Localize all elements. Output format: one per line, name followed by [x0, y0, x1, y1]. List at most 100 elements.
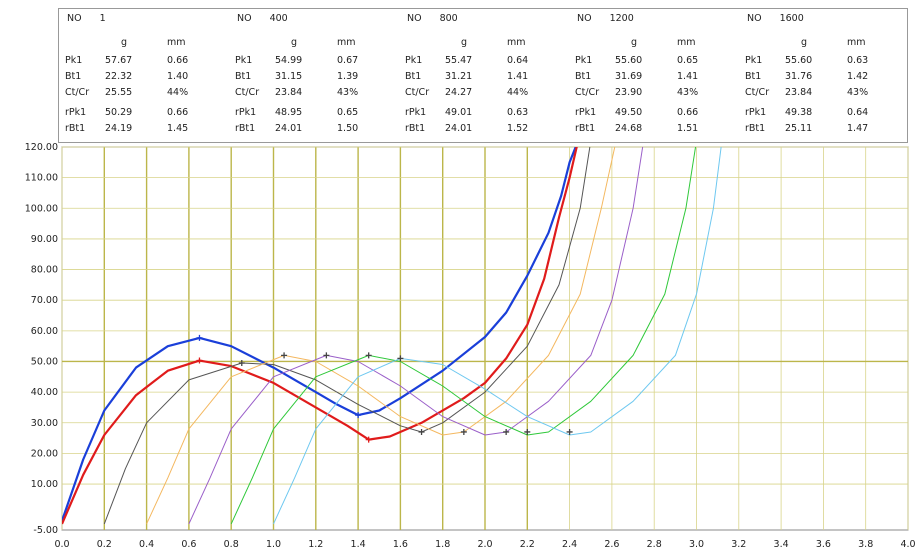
row-value-g: 23.84 — [785, 87, 813, 98]
unit-mm: mm — [167, 37, 186, 48]
row-value-g: 25.55 — [105, 87, 133, 98]
row-label: rBt1 — [235, 123, 256, 134]
row-value-g: 23.84 — [275, 87, 303, 98]
x-tick-label: 1.6 — [393, 539, 408, 550]
summary-row: rPk1 49.50 0.66 — [575, 107, 735, 121]
row-label: Ct/Cr — [65, 87, 90, 98]
row-value-mm: 1.51 — [677, 123, 699, 134]
row-value-mm: 0.65 — [337, 107, 359, 118]
summary-row: Pk1 55.60 0.65 — [575, 55, 735, 69]
row-value-mm: 1.39 — [337, 71, 359, 82]
row-label: Ct/Cr — [575, 87, 600, 98]
summary-row: rPk1 49.01 0.63 — [405, 107, 565, 121]
summary-block: NO 1600 g mm Pk1 55.60 0.63 Bt1 31.76 1.42 Ct/Cr 23… — [739, 9, 909, 144]
summary-row: Pk1 57.67 0.66 — [65, 55, 225, 69]
summary-row: rPk1 50.29 0.66 — [65, 107, 225, 121]
row-label: Bt1 — [65, 71, 82, 82]
row-value-mm: 1.52 — [507, 123, 529, 134]
row-value-g: 48.95 — [275, 107, 303, 118]
row-value-mm: 0.64 — [507, 55, 529, 66]
series-line — [188, 147, 644, 525]
row-value-g: 54.99 — [275, 55, 303, 66]
summary-row: rBt1 24.01 1.50 — [235, 123, 395, 137]
series-marker — [503, 428, 510, 435]
series-marker — [238, 360, 245, 367]
series-marker — [281, 352, 288, 359]
summary-row: Bt1 31.69 1.41 — [575, 71, 735, 85]
x-tick-label: 1.2 — [308, 539, 323, 550]
series-marker — [397, 355, 404, 362]
summary-row: Pk1 55.47 0.64 — [405, 55, 565, 69]
unit-g: g — [631, 37, 638, 48]
unit-g: g — [461, 37, 468, 48]
x-tick-label: 4.0 — [900, 539, 915, 550]
y-tick-label: 90.00 — [31, 234, 58, 245]
row-value-mm: 1.47 — [847, 123, 869, 134]
row-label: Pk1 — [235, 55, 253, 66]
row-label: Bt1 — [575, 71, 592, 82]
x-tick-label: 0.2 — [97, 539, 112, 550]
row-value-g: 49.01 — [445, 107, 473, 118]
summary-row: Ct/Cr 23.90 43% — [575, 87, 735, 101]
row-value-g: 55.47 — [445, 55, 473, 66]
no-value: 800 — [439, 13, 458, 24]
row-value-mm: 0.63 — [847, 55, 869, 66]
y-tick-label: 50.00 — [31, 356, 58, 367]
row-value-g: 24.01 — [445, 123, 473, 134]
unit-mm: mm — [507, 37, 526, 48]
series-line — [230, 147, 697, 525]
x-tick-label: 3.4 — [774, 539, 789, 550]
row-value-mm: 43% — [847, 87, 869, 98]
block-number: NO 800 — [407, 13, 476, 24]
row-label: rBt1 — [65, 123, 86, 134]
row-label: Bt1 — [405, 71, 422, 82]
row-value-mm: 1.41 — [507, 71, 529, 82]
row-value-g: 24.27 — [445, 87, 473, 98]
unit-g: g — [291, 37, 298, 48]
row-value-g: 24.19 — [105, 123, 133, 134]
row-label: Pk1 — [65, 55, 83, 66]
x-tick-label: 2.0 — [477, 539, 492, 550]
summary-row: Pk1 55.60 0.63 — [745, 55, 905, 69]
row-label: rPk1 — [405, 107, 427, 118]
y-tick-label: 80.00 — [31, 265, 58, 276]
summary-block: NO 800 g mm Pk1 55.47 0.64 Bt1 31.21 1.41 Ct/Cr 24.… — [399, 9, 569, 144]
series-marker — [418, 428, 425, 435]
x-tick-label: 1.4 — [351, 539, 366, 550]
summary-block: NO 400 g mm Pk1 54.99 0.67 Bt1 31.15 1.39 Ct/Cr 23.… — [229, 9, 399, 144]
row-label: Pk1 — [405, 55, 423, 66]
x-tick-label: 1.0 — [266, 539, 281, 550]
row-value-g: 49.50 — [615, 107, 643, 118]
row-label: rBt1 — [575, 123, 596, 134]
x-tick-label: 0.0 — [54, 539, 69, 550]
y-tick-label: -5.00 — [33, 525, 58, 536]
unit-mm: mm — [337, 37, 356, 48]
row-value-mm: 1.45 — [167, 123, 189, 134]
row-value-mm: 0.67 — [337, 55, 359, 66]
no-value: 1200 — [609, 13, 634, 24]
row-value-g: 55.60 — [615, 55, 643, 66]
x-tick-label: 2.8 — [647, 539, 662, 550]
x-tick-label: 0.8 — [224, 539, 239, 550]
row-value-g: 31.21 — [445, 71, 473, 82]
unit-g: g — [121, 37, 128, 48]
row-value-g: 50.29 — [105, 107, 133, 118]
row-label: Ct/Cr — [745, 87, 770, 98]
row-label: Ct/Cr — [405, 87, 430, 98]
row-value-mm: 0.64 — [847, 107, 869, 118]
unit-g: g — [801, 37, 808, 48]
summary-row: rBt1 24.68 1.51 — [575, 123, 735, 137]
block-number: NO 400 — [237, 13, 306, 24]
series-marker — [365, 352, 372, 359]
no-value: 400 — [269, 13, 288, 24]
series-marker — [524, 428, 531, 435]
row-value-mm: 0.63 — [507, 107, 529, 118]
summary-row: Ct/Cr 24.27 44% — [405, 87, 565, 101]
summary-row: Ct/Cr 23.84 43% — [235, 87, 395, 101]
block-number: NO 1 — [67, 13, 124, 24]
x-tick-label: 2.4 — [562, 539, 577, 550]
row-label: rPk1 — [235, 107, 257, 118]
no-label: NO — [67, 13, 82, 24]
x-tick-label: 1.8 — [435, 539, 450, 550]
